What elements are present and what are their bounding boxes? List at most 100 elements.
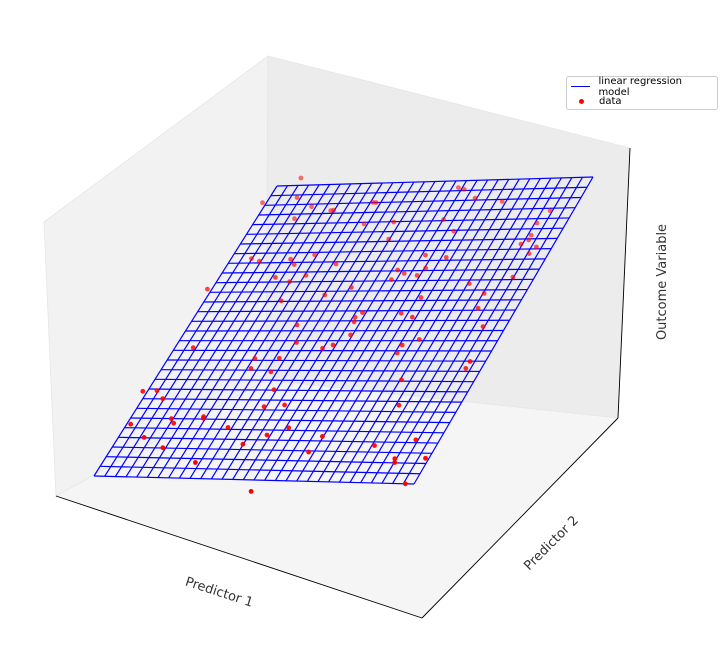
data-point (141, 435, 147, 440)
data-point (526, 237, 532, 243)
surface-gridline-u-27 (381, 177, 562, 484)
data-point (292, 216, 297, 222)
data-point (248, 489, 254, 494)
data-point (201, 414, 207, 420)
data-point (351, 319, 357, 325)
data-point (441, 217, 446, 222)
data-point (372, 443, 377, 448)
x-axis-label: Predictor 1 (183, 575, 255, 611)
data-point (348, 332, 353, 338)
surface-gridline-v-28 (264, 196, 582, 206)
data-point (534, 244, 539, 250)
data-point (352, 314, 358, 320)
axis-lines (55, 147, 631, 619)
data-point (392, 460, 398, 465)
legend-model-label: linear regression model (598, 75, 682, 98)
data-point (399, 377, 404, 383)
data-point (205, 286, 210, 292)
data-point (414, 273, 420, 278)
data-point (443, 255, 449, 260)
data-point (392, 456, 398, 462)
data-point (169, 416, 174, 422)
data-point (154, 388, 160, 394)
data-point (391, 219, 397, 225)
data-point (294, 195, 300, 201)
data-point (360, 310, 365, 315)
data-point (171, 420, 177, 426)
data-point (451, 228, 457, 234)
data-point (333, 261, 339, 267)
surface-gridline-u-28 (392, 177, 573, 484)
surface-gridline-v-27 (258, 207, 576, 216)
data-point (418, 295, 424, 300)
data-point (396, 402, 402, 408)
data-point (349, 285, 354, 290)
data-point (273, 275, 278, 280)
data-point (264, 432, 270, 438)
data-point (322, 292, 328, 298)
legend: linear regression model data (566, 76, 718, 110)
z-axis-line (617, 147, 631, 419)
surface-gridline-u-29 (402, 176, 583, 485)
data-point (160, 396, 166, 402)
data-point (394, 350, 400, 356)
data-point (140, 388, 146, 394)
data-point (480, 324, 486, 329)
data-point (409, 314, 415, 320)
y-axis-line (421, 417, 619, 619)
data-point (475, 305, 481, 311)
data-point (225, 425, 231, 430)
legend-item-model: linear regression model (571, 76, 713, 98)
data-point (294, 340, 299, 345)
data-point (298, 175, 304, 181)
legend-dot-swatch (571, 99, 591, 104)
data-point (268, 369, 274, 375)
data-point (518, 241, 524, 247)
data-point (528, 232, 534, 238)
data-point (370, 199, 376, 205)
data-point (510, 274, 516, 280)
data-point (278, 298, 284, 304)
data-point (312, 252, 318, 258)
data-point (386, 236, 392, 242)
data-points (128, 175, 553, 494)
z-axis-label: Outcome Variable (655, 224, 670, 340)
back-right-pane (265, 55, 631, 419)
data-point (413, 437, 419, 443)
data-point (395, 267, 401, 273)
axes-panes (43, 55, 631, 619)
data-point (463, 366, 469, 371)
data-point (401, 271, 407, 276)
data-point (291, 262, 297, 267)
data-point (260, 200, 265, 206)
y-axis-label: Predictor 2 (521, 513, 581, 573)
surface-gridline-v-15 (185, 329, 504, 332)
data-point (320, 345, 325, 351)
data-point (467, 359, 473, 364)
data-point (320, 434, 325, 439)
data-point (328, 208, 334, 214)
legend-item-data: data (571, 94, 713, 109)
data-point (190, 345, 196, 351)
data-point (128, 421, 134, 427)
data-point (286, 425, 292, 431)
x-axis-line (55, 495, 423, 619)
data-point (240, 441, 246, 447)
data-point (423, 252, 428, 258)
data-point (399, 342, 405, 348)
data-point (534, 220, 540, 226)
data-point (423, 455, 428, 461)
data-point (261, 404, 267, 410)
data-point (461, 186, 467, 192)
data-point (160, 445, 166, 451)
data-point (423, 265, 429, 271)
data-point (294, 322, 300, 328)
surface-gridline-v-30 (276, 176, 594, 187)
data-point (249, 256, 254, 261)
data-point (526, 251, 532, 256)
data-point (547, 208, 553, 214)
data-point (309, 204, 314, 210)
data-point (398, 310, 404, 316)
data-point (271, 387, 277, 393)
